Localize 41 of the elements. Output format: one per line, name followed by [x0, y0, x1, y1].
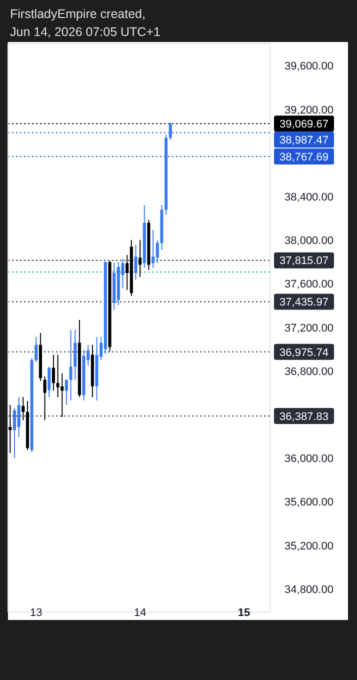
y-tick-label: 38,400.00: [284, 191, 334, 204]
candlestick: [138, 239, 142, 278]
y-tick-label: 36,000.00: [284, 453, 334, 466]
candlestick: [69, 329, 72, 401]
x-tick-label: 14: [134, 606, 146, 619]
x-tick-label: 13: [30, 606, 42, 619]
ref-line-label: 36,975.74: [280, 346, 328, 359]
ref-line-label: 38,767.69: [280, 151, 328, 164]
ref-line-label: 36,387.83: [280, 410, 328, 423]
candlestick: [52, 354, 55, 392]
candlestick: [156, 240, 159, 264]
y-tick-label: 35,600.00: [284, 496, 334, 509]
y-tick-label: 37,600.00: [284, 278, 334, 291]
candlestick: [64, 379, 68, 406]
y-tick-label: 35,200.00: [284, 540, 334, 552]
chart-subtitle: Jun 14, 2026 07:05 UTC+1: [10, 25, 160, 39]
candlestick: [60, 372, 64, 418]
ref-line-label: 38,987.47: [280, 134, 328, 146]
y-tick-label: 39,200.00: [284, 104, 334, 116]
y-tick-label: 38,000.00: [284, 235, 334, 248]
ref-line-label: 39,069.67: [280, 118, 328, 130]
candlestick: [48, 366, 51, 398]
candlestick: [34, 336, 38, 363]
ref-line-label: 37,435.97: [280, 296, 328, 309]
y-tick-label: 39,600.00: [284, 60, 334, 73]
candlestick: [22, 396, 25, 421]
candlestick: [8, 404, 12, 454]
candlestick: [12, 408, 16, 459]
candlestick: [152, 229, 155, 268]
candlestick: [17, 396, 20, 438]
candlestick: [134, 244, 138, 280]
y-tick-label: 34,800.00: [284, 584, 334, 596]
candlestick: [168, 122, 172, 140]
candlestick: [56, 354, 60, 398]
x-tick-label: 15: [238, 606, 250, 619]
y-tick-label: 37,200.00: [284, 322, 334, 334]
candlestick: [74, 329, 77, 380]
candlestick: [43, 376, 46, 421]
y-tick-label: 36,800.00: [284, 366, 334, 378]
ref-line-label: 37,815.07: [280, 255, 328, 268]
chart-title: FirstladyEmpire created,: [10, 7, 146, 21]
